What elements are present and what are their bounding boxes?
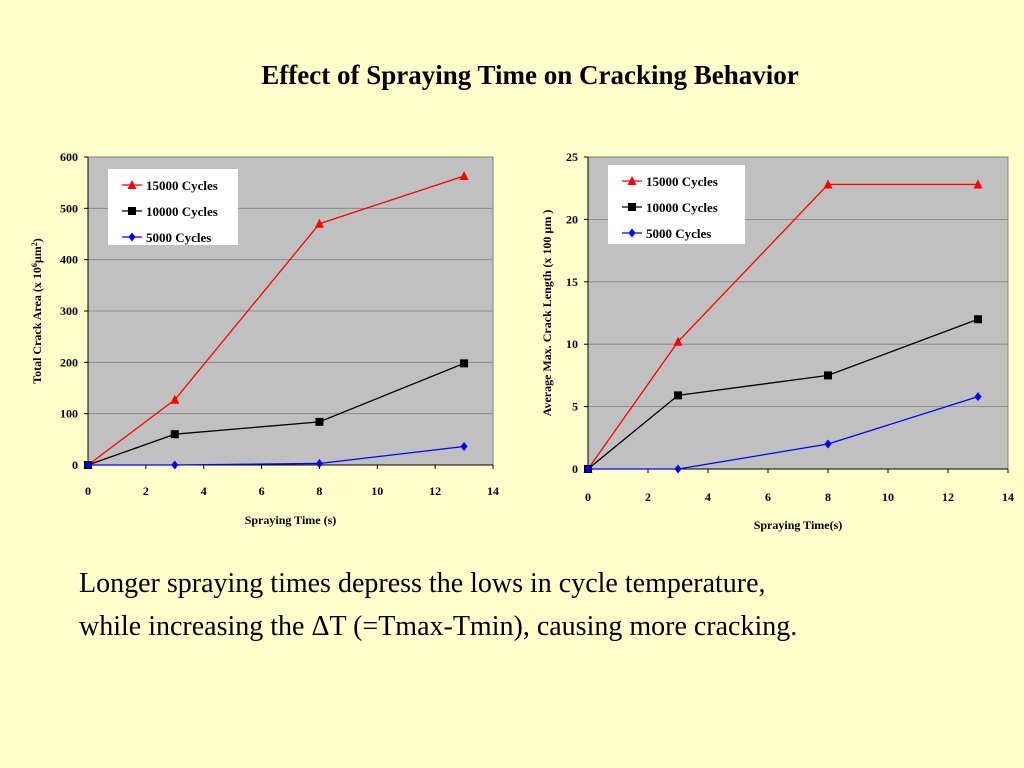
x-tick-label: 10	[882, 490, 894, 504]
data-point	[460, 442, 468, 452]
caption-line-1: Longer spraying times depress the lows i…	[79, 568, 766, 599]
data-point	[315, 417, 324, 426]
x-tick-label: 10	[371, 484, 383, 498]
series-line	[88, 445, 465, 466]
y-axis-label: Total Crack Area (x 106µm2)	[30, 238, 45, 384]
legend-label: 15000 Cycles	[646, 174, 718, 189]
x-tick-label: 14	[487, 484, 499, 498]
legend: 15000 Cycles 10000 Cycles 5000 Cycles	[108, 169, 238, 245]
x-tick-label: 6	[259, 484, 265, 498]
data-point	[170, 394, 180, 404]
series-line	[588, 395, 979, 470]
x-tick-label: 14	[1002, 490, 1014, 504]
y-tick-label: 5	[572, 400, 578, 414]
y-axis-label-part: Average Max. Crack Length (x 100 µm )	[540, 210, 554, 417]
x-tick-label: 4	[705, 490, 711, 504]
data-point	[674, 464, 682, 474]
legend-item: 15000 Cycles	[622, 174, 718, 189]
series-5000-cycles	[84, 442, 468, 470]
legend-swatch-marker	[627, 176, 637, 185]
y-axis-label: Average Max. Crack Length (x 100 µm )	[540, 210, 554, 417]
data-point	[974, 392, 982, 402]
legend: 15000 Cycles 10000 Cycles 5000 Cycles	[608, 165, 745, 244]
x-axis-label: Spraying Time (s)	[245, 513, 337, 527]
y-axis-label-part: µm	[30, 246, 44, 263]
y-tick-label: 400	[60, 253, 78, 267]
x-tick-label: 6	[765, 490, 771, 504]
y-tick-label: 0	[72, 458, 78, 472]
y-tick-label: 20	[566, 212, 578, 226]
x-tick-label: 0	[85, 484, 91, 498]
crack-area-chart-svg: 0 100 200 300 400 500 600 0 2 4 6 8 10 12 14 Spraying T…	[30, 150, 500, 527]
legend-label: 15000 Cycles	[146, 178, 218, 193]
y-tick-label: 10	[566, 337, 578, 351]
y-tick-label: 200	[60, 355, 78, 369]
legend-label: 10000 Cycles	[146, 204, 218, 219]
y-tick-label: 25	[566, 150, 578, 164]
data-point	[824, 371, 832, 380]
data-point	[171, 460, 179, 470]
legend-label: 5000 Cycles	[146, 230, 211, 245]
crack-length-chart: 0 5 10 15 20 25 0 2 4 6 8 10 12 14 Spraying Time(s) Ave…	[530, 140, 1014, 550]
data-point	[315, 458, 323, 468]
x-tick-label: 12	[942, 490, 954, 504]
legend-swatch-marker	[128, 207, 136, 215]
x-tick-label: 8	[316, 484, 322, 498]
series-line	[87, 175, 465, 466]
series-line	[587, 318, 979, 470]
y-tick-label: 15	[566, 275, 578, 289]
y-axis-label-part: )	[30, 238, 44, 242]
caption-line-2: while increasing the ΔT (=Tmax-Tmin), ca…	[79, 611, 798, 642]
legend-label: 10000 Cycles	[646, 200, 718, 215]
y-tick-label: 600	[60, 150, 78, 164]
series-5000-cycles	[584, 392, 982, 474]
x-tick-label: 8	[825, 490, 831, 504]
x-tick-label: 0	[585, 490, 591, 504]
legend-swatch-marker	[628, 203, 636, 211]
data-point	[673, 336, 683, 346]
legend-item: 10000 Cycles	[622, 200, 718, 215]
slide-title: Effect of Spraying Time on Cracking Beha…	[261, 60, 799, 90]
y-tick-label: 500	[60, 201, 78, 215]
data-point	[84, 460, 92, 470]
y-tick-label: 0	[572, 462, 578, 476]
legend-label: 5000 Cycles	[646, 226, 711, 241]
crack-area-chart: 0 100 200 300 400 500 600 0 2 4 6 8 10 12 14 Spraying T…	[20, 140, 500, 550]
series-line	[587, 183, 978, 470]
y-tick-label: 100	[60, 407, 78, 421]
y-tick-label: 300	[60, 304, 78, 318]
data-point	[823, 179, 833, 189]
y-axis-label-superscript: 6	[30, 263, 39, 267]
y-axis-label-part: Total Crack Area (x 10	[30, 267, 44, 384]
x-tick-label: 2	[143, 484, 149, 498]
legend-swatch-marker	[127, 180, 137, 189]
legend-item: 15000 Cycles	[122, 178, 218, 193]
x-tick-label: 4	[201, 484, 207, 498]
series-line	[87, 362, 465, 466]
legend-swatch-marker	[128, 232, 136, 242]
data-point	[314, 218, 324, 228]
data-point	[460, 359, 469, 368]
x-axis-label: Spraying Time(s)	[754, 518, 843, 532]
data-point	[459, 170, 469, 180]
data-point	[974, 315, 982, 324]
legend-item: 10000 Cycles	[122, 204, 218, 219]
data-point	[824, 439, 832, 449]
legend-swatch-marker	[628, 228, 636, 238]
data-point	[584, 464, 592, 474]
legend-item: 5000 Cycles	[622, 226, 711, 241]
y-axis-label-superscript: 2	[30, 242, 39, 246]
data-point	[973, 179, 983, 189]
x-tick-label: 2	[645, 490, 651, 504]
legend-item: 5000 Cycles	[122, 230, 211, 245]
crack-length-chart-svg: 0 5 10 15 20 25 0 2 4 6 8 10 12 14 Spraying Time(s) Ave…	[540, 150, 1014, 532]
caption: Longer spraying times depress the lows i…	[79, 562, 999, 648]
data-point	[170, 430, 179, 439]
x-tick-label: 12	[429, 484, 441, 498]
data-point	[674, 391, 682, 400]
